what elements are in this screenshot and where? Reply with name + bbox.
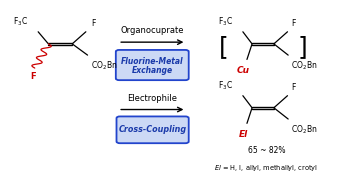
Text: F: F [291, 19, 295, 28]
Text: F$_3$C: F$_3$C [218, 16, 233, 28]
Text: Cross-Coupling: Cross-Coupling [119, 125, 187, 134]
Text: CO$_2$Bn: CO$_2$Bn [291, 59, 317, 72]
Text: ]: ] [297, 35, 307, 59]
Text: F: F [291, 83, 295, 92]
Text: Electrophile: Electrophile [127, 94, 177, 103]
Text: CO$_2$Bn: CO$_2$Bn [291, 123, 317, 136]
FancyBboxPatch shape [117, 117, 189, 143]
Text: 65 ~ 82%: 65 ~ 82% [248, 146, 285, 155]
Text: F: F [30, 71, 36, 80]
Text: Cu: Cu [237, 66, 250, 75]
Text: $\it{El}$ = H, I, allyl, methallyl, crotyl: $\it{El}$ = H, I, allyl, methallyl, crot… [214, 163, 318, 173]
Text: CO$_2$Bn: CO$_2$Bn [91, 59, 118, 72]
Text: Organocuprate: Organocuprate [120, 26, 184, 35]
Text: Exchange: Exchange [132, 66, 173, 76]
Text: El: El [239, 130, 248, 139]
Text: Fluorine-Metal: Fluorine-Metal [121, 57, 184, 66]
Text: F$_3$C: F$_3$C [218, 80, 233, 92]
Text: F: F [91, 19, 95, 28]
Text: F$_3$C: F$_3$C [13, 16, 28, 28]
FancyBboxPatch shape [116, 50, 189, 80]
Text: [: [ [219, 35, 229, 59]
